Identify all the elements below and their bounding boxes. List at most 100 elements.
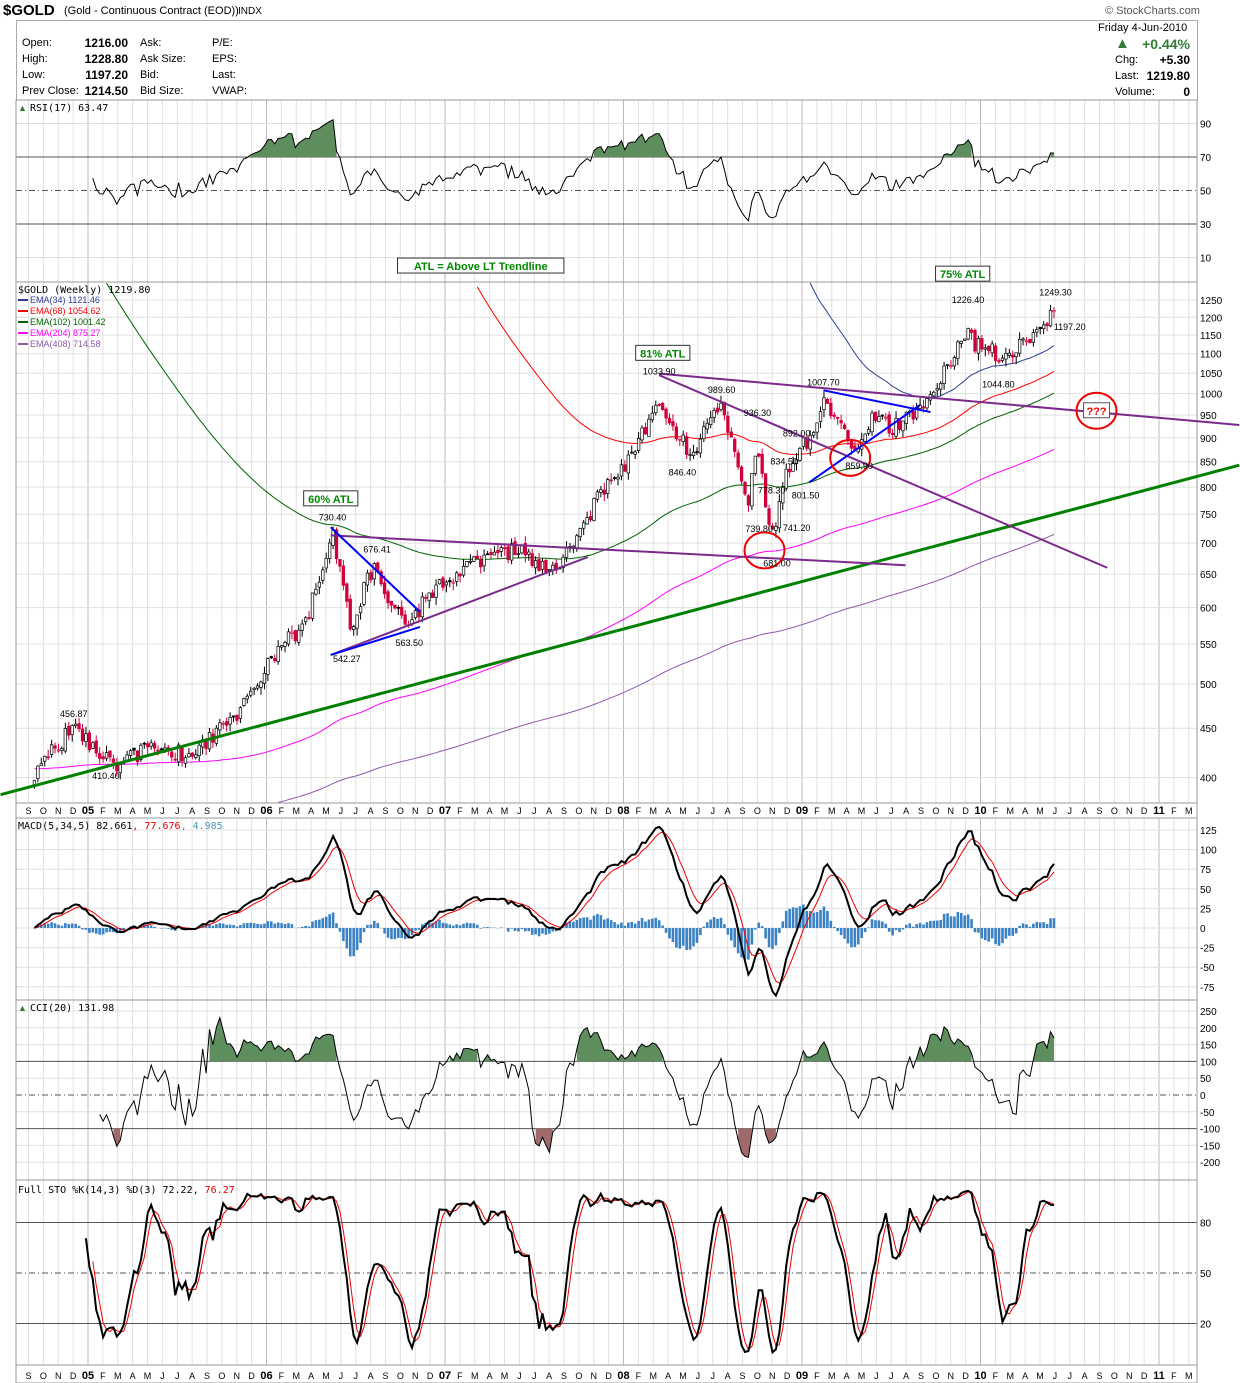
- macd-histogram-bar: [808, 911, 812, 928]
- candlestick: [146, 741, 150, 755]
- candlestick: [1048, 304, 1053, 328]
- candle-body: [513, 541, 517, 556]
- candle-body: [290, 631, 294, 634]
- candlestick: [829, 397, 833, 419]
- candle-body: [139, 744, 143, 760]
- month-label: S: [739, 1371, 745, 1381]
- ema-legend-label: EMA(34) 1121.46: [30, 295, 100, 305]
- candlestick: [225, 717, 229, 732]
- macd-histogram-bar: [750, 928, 754, 945]
- candlestick: [310, 592, 315, 622]
- red-circle-annotation: [1075, 391, 1118, 430]
- candlestick: [980, 334, 984, 352]
- candlestick: [324, 552, 328, 573]
- month-label: 11: [1153, 1370, 1165, 1382]
- candle-body: [365, 572, 370, 586]
- macd-histogram-bar: [1011, 928, 1015, 936]
- macd-histogram-bar: [572, 921, 575, 928]
- candlestick: [619, 459, 624, 481]
- candle-body: [43, 755, 47, 762]
- candlestick: [966, 327, 970, 341]
- candle-body: [321, 569, 325, 581]
- candle-body: [585, 517, 589, 525]
- macd-histogram-bar: [276, 922, 280, 928]
- candle-body: [382, 582, 387, 595]
- macd-histogram-bar: [348, 928, 352, 957]
- candle-body: [945, 364, 950, 366]
- candle-body: [616, 476, 620, 480]
- macd-histogram-bar: [1028, 926, 1032, 928]
- candle-body: [647, 418, 651, 437]
- candlestick: [825, 397, 830, 404]
- macd-histogram-bar: [1035, 922, 1039, 928]
- macd-histogram-bar: [870, 919, 874, 928]
- ema-legend-label: EMA(408) 714.58: [30, 339, 101, 349]
- sto-k-value: Full STO %K(14,3) %D(3) 72.22,: [18, 1185, 199, 1196]
- candle-body: [87, 732, 92, 751]
- candle-body: [619, 464, 624, 477]
- month-label: M: [144, 1371, 152, 1381]
- 2006-triangle-top: [330, 534, 906, 567]
- macd-histogram-bar: [832, 926, 836, 928]
- candle-body: [46, 756, 50, 759]
- macd-histogram-bar: [953, 916, 956, 928]
- candle-body: [578, 527, 582, 538]
- candlestick: [365, 569, 370, 592]
- candlestick: [722, 401, 727, 421]
- candlestick: [647, 414, 651, 437]
- macd-histogram-bar: [235, 926, 239, 928]
- month-label: D: [962, 806, 969, 816]
- price-label: 1044.80: [982, 379, 1015, 389]
- candlestick: [434, 579, 438, 605]
- volume-label: Volume:: [1115, 86, 1155, 98]
- candle-body: [39, 763, 43, 766]
- month-label: F: [100, 1371, 106, 1381]
- month-label: F: [457, 1371, 463, 1381]
- candlestick: [67, 722, 71, 741]
- candlestick: [170, 750, 174, 762]
- month-label: M: [322, 806, 330, 816]
- macd-histogram-bar: [575, 919, 579, 928]
- cci-below-minus-100-fill: [765, 1128, 776, 1144]
- month-label: A: [546, 1371, 552, 1381]
- macd-histogram-bar: [307, 926, 311, 928]
- candle-body: [221, 722, 225, 725]
- candle-body: [633, 451, 637, 455]
- month-label: F: [279, 1371, 285, 1381]
- candlestick: [317, 576, 322, 595]
- copyright[interactable]: © StockCharts.com: [1105, 5, 1200, 17]
- month-label: D: [427, 1371, 434, 1381]
- macd-histogram-bar: [664, 928, 668, 933]
- axis-tick-label: -200: [1200, 1158, 1220, 1169]
- macd-histogram-bar: [757, 922, 761, 928]
- macd-histogram-bar: [98, 928, 101, 935]
- atl-label: 75% ATL: [940, 269, 986, 281]
- candlestick: [499, 545, 503, 558]
- candlestick: [592, 497, 596, 522]
- candle-body: [777, 501, 781, 529]
- macd-histogram-bar: [729, 928, 733, 941]
- macd-histogram-bar: [1008, 928, 1011, 936]
- candlestick: [719, 395, 723, 412]
- candlestick: [468, 554, 473, 565]
- candle-body: [533, 560, 538, 569]
- quote-field-label: VWAP:: [212, 85, 248, 97]
- month-label: A: [308, 1371, 314, 1381]
- candle-body: [650, 412, 654, 421]
- macd-histogram-bar: [479, 928, 482, 929]
- macd-histogram-bar: [822, 906, 826, 928]
- candlestick: [369, 569, 373, 584]
- macd-histogram-bar: [153, 926, 156, 928]
- axis-tick-label: 900: [1200, 434, 1217, 445]
- macd-histogram-bar: [88, 928, 91, 933]
- candle-body: [194, 754, 198, 758]
- candle-body: [681, 434, 685, 442]
- macd-histogram-bar: [1042, 922, 1045, 928]
- candlestick: [884, 412, 888, 422]
- month-label: N: [948, 1371, 955, 1381]
- 2008-downtrend: [658, 374, 1108, 569]
- candlestick: [952, 355, 957, 370]
- atl-label: ATL = Above LT Trendline: [414, 261, 548, 273]
- candle-body: [403, 614, 407, 625]
